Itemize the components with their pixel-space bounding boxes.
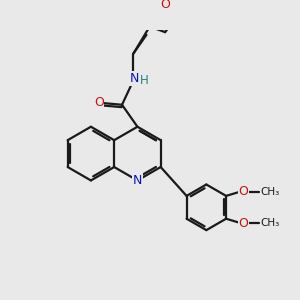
Text: H: H	[140, 74, 149, 87]
Text: N: N	[133, 174, 142, 187]
Text: O: O	[94, 96, 104, 109]
Text: O: O	[160, 0, 170, 11]
Text: CH₃: CH₃	[260, 218, 280, 228]
Text: N: N	[130, 72, 140, 85]
Text: O: O	[238, 185, 248, 198]
Text: O: O	[238, 217, 248, 230]
Text: CH₃: CH₃	[260, 187, 280, 197]
